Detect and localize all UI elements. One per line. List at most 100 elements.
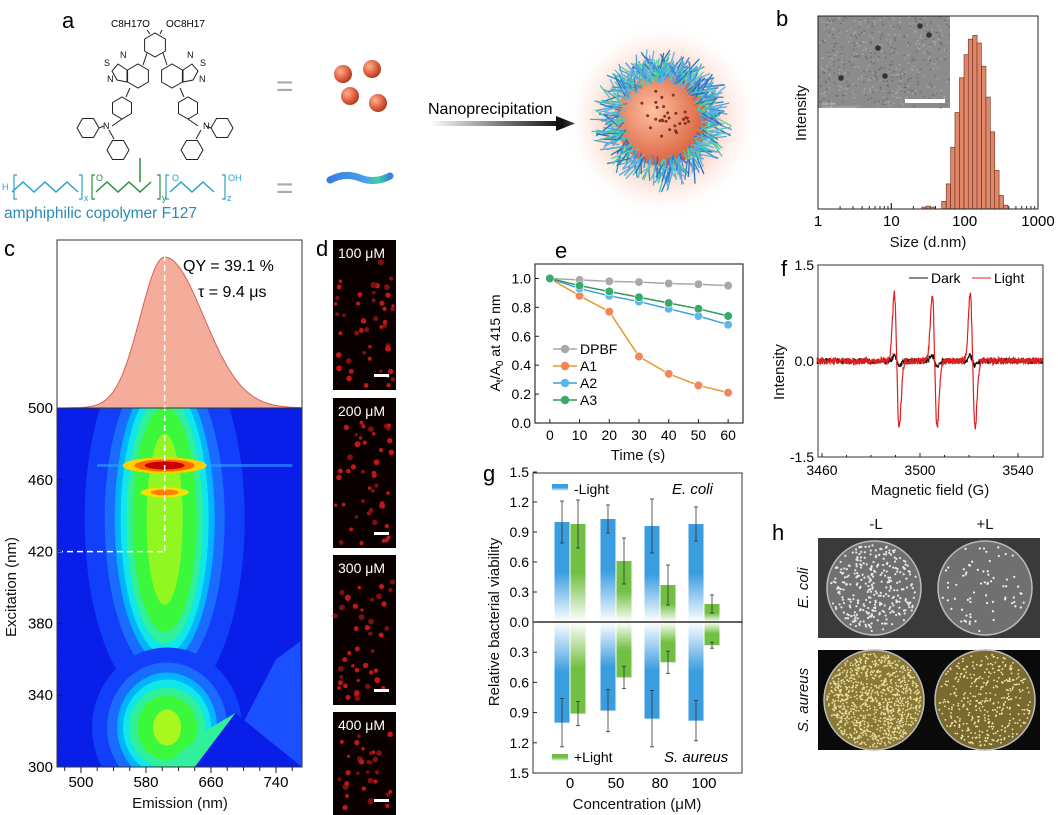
cell-dot [357,292,363,298]
colony [988,743,991,745]
polymer-strand [610,148,634,160]
colony [898,722,901,725]
tem-noise [878,30,881,33]
colony [899,709,901,712]
colony [892,662,894,664]
colony [944,683,947,686]
colony [889,576,892,579]
colony [873,742,876,745]
colony [862,710,865,712]
colonies [938,653,1031,747]
colony [888,565,891,568]
colony [884,744,887,747]
core-dot [663,114,667,118]
colony [887,712,890,714]
tem-noise [826,18,829,20]
colony [974,695,977,698]
polymer-strand [664,155,674,182]
colony [893,694,896,696]
tem-noise [867,26,869,28]
colony [891,722,894,725]
colony [887,576,890,579]
colony [907,723,910,726]
colony [908,606,911,609]
colony [858,725,861,728]
colony [904,563,907,566]
colony [885,699,887,702]
tem-noise [904,57,907,60]
tem-noise [827,35,830,37]
colony [894,675,897,678]
tem-noise [849,28,852,31]
colony [875,656,878,659]
colony [888,607,891,610]
tem-noise [869,90,871,93]
colony [853,678,856,681]
colony [871,725,873,727]
colony [893,549,896,552]
tem-noise [907,85,909,87]
tem-noise [830,58,833,60]
colony [989,672,992,675]
colony [882,563,885,567]
tem-noise [912,22,915,25]
colony [985,550,988,553]
colony [973,722,976,725]
colony [964,692,967,694]
colony [986,668,988,671]
cell-dot [347,454,353,461]
colony [1005,585,1008,588]
polymer-strand [651,155,658,172]
colony [946,725,949,727]
tem-noise [846,30,849,32]
colony [972,742,974,745]
tem-noise [893,51,895,53]
tem-noise [935,91,937,93]
colony [889,735,892,737]
colony [992,655,995,658]
colony [896,581,899,584]
tem-noise [895,96,898,99]
colony [978,629,981,633]
cell-dot [345,770,351,776]
colony [853,703,856,706]
cell-dot [352,603,358,609]
colony [986,681,989,684]
colony [993,679,995,682]
colony [887,689,890,692]
colony [900,666,903,669]
colony [965,666,968,668]
colony [996,730,999,733]
tem-noise [852,82,855,85]
tem-noise [907,16,910,18]
colony [900,719,903,722]
cell-dot [371,750,376,755]
y-tick-label: 0.9 [510,524,530,540]
colony [990,743,993,746]
tem-noise [887,101,889,104]
colony [851,674,854,676]
data-point-A1 [634,351,644,362]
colony [865,598,868,602]
x-tick-label: 30 [631,427,647,443]
tem-noise [877,55,880,58]
colony [852,598,855,601]
colony [844,698,847,701]
tem-noise [888,69,890,71]
colony [853,708,856,711]
colony [852,681,855,684]
x-tick-label: 50 [608,775,625,792]
benzene-ring [161,63,183,89]
tem-noise [869,56,872,58]
tem-noise [895,67,898,70]
colony [979,688,982,691]
colony [867,653,870,656]
colony [985,655,988,658]
benzene-ring [178,96,198,120]
tem-noise [869,78,872,81]
polymer-strand [646,61,649,83]
tem-noise [881,20,883,23]
tem-noise [871,23,874,25]
colony [1011,732,1014,735]
